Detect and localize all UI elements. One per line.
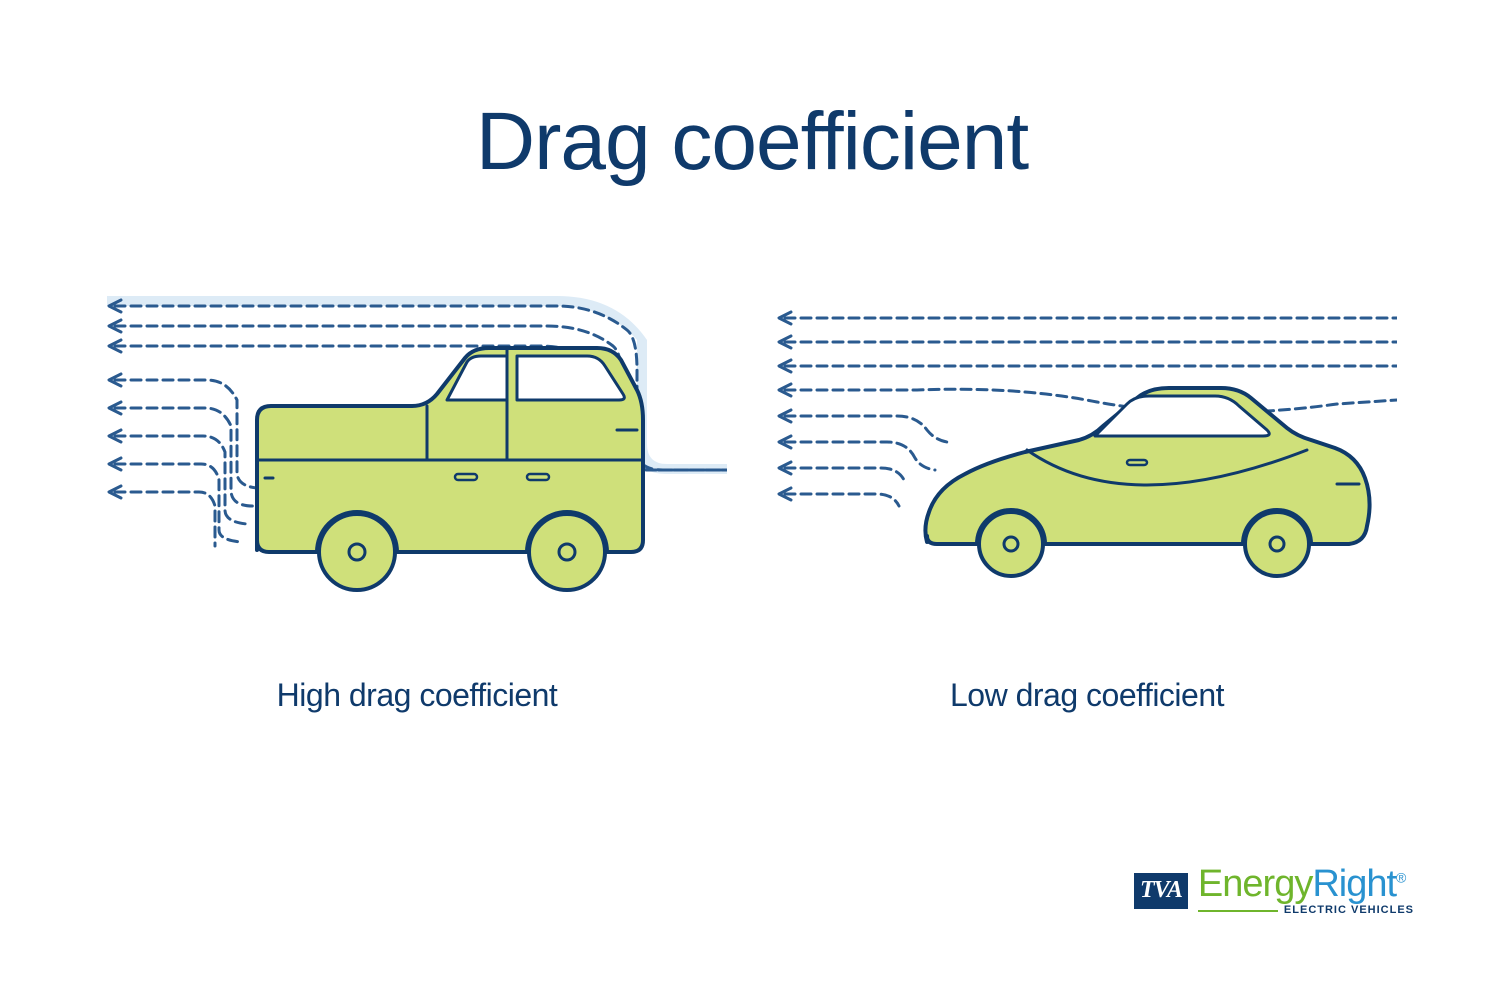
high-drag-panel: High drag coefficient [107,290,727,710]
logo-rule [1198,910,1278,912]
logo-right: Right [1312,863,1396,905]
low-drag-caption: Low drag coefficient [777,677,1397,714]
logo-ev: ELECTRIC VEHICLES [1284,905,1414,916]
page-title: Drag coefficient [0,95,1504,189]
diagram-row: High drag coefficient Low drag coefficie… [0,290,1504,710]
logo-energy: Energy [1198,863,1312,905]
tva-text: TVA [1140,877,1182,904]
brand-logo: TVA EnergyRight® ELECTRIC VEHICLES [1134,865,1414,916]
airflow-arrows [109,300,121,498]
sedan-vehicle [925,388,1369,576]
high-drag-caption: High drag coefficient [107,677,727,714]
high-drag-diagram [107,290,727,620]
low-drag-panel: Low drag coefficient [777,290,1397,710]
tva-logo: TVA [1134,873,1188,909]
suv-vehicle [257,348,643,590]
low-drag-diagram [777,290,1397,620]
energyright-logo: EnergyRight® ELECTRIC VEHICLES [1198,865,1414,916]
logo-reg: ® [1396,869,1405,885]
airflow-arrows [779,312,791,500]
